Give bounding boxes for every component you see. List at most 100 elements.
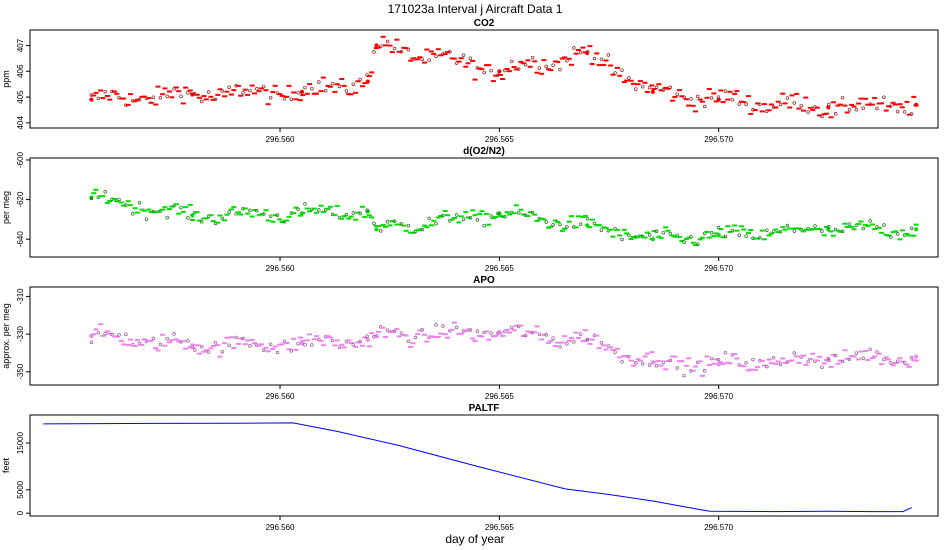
sample-point	[730, 228, 735, 233]
panel-paltf: PALTF feet 0 5000 15000 296.560 296.565 296.570	[1, 403, 939, 532]
x-axis-label: day of year	[445, 532, 504, 546]
sample-point	[909, 112, 914, 116]
sample-point	[792, 351, 797, 355]
sample-point	[882, 357, 886, 362]
sample-point	[578, 332, 583, 336]
sample-point	[165, 336, 169, 341]
sample-point	[861, 106, 865, 111]
sample-point	[489, 214, 493, 218]
sample-point	[723, 350, 728, 355]
sample-point	[372, 50, 376, 54]
sample-point	[241, 90, 245, 95]
sample-point	[103, 190, 107, 194]
sample-point	[406, 339, 411, 344]
sample-point	[765, 364, 769, 369]
sample-point	[530, 55, 535, 60]
sample-point	[392, 219, 397, 224]
sample-point	[213, 341, 218, 345]
sample-point	[413, 335, 418, 340]
sample-point	[303, 342, 307, 347]
plot-frame	[29, 286, 939, 386]
sample-point	[96, 96, 101, 101]
sample-point	[516, 67, 521, 71]
sample-point	[820, 365, 824, 369]
sample-point	[268, 95, 273, 100]
sample-point	[647, 85, 652, 90]
data-point	[89, 97, 94, 102]
sample-point	[523, 333, 528, 338]
sample-point	[399, 50, 404, 54]
data-point	[89, 195, 94, 200]
sample-point	[627, 233, 631, 238]
sample-point	[317, 208, 321, 212]
sample-point	[854, 351, 859, 355]
sample-point	[358, 211, 362, 216]
sample-point	[613, 350, 617, 354]
sample-point	[220, 349, 225, 354]
sample-point	[889, 235, 893, 239]
y-tick-label: 15000	[16, 431, 25, 454]
sample-point	[537, 332, 542, 337]
x-tick-label: 296.565	[485, 523, 514, 532]
sample-point	[248, 208, 252, 213]
sample-point	[268, 342, 273, 346]
y-tick-label: -640	[16, 231, 25, 248]
sample-point	[475, 329, 480, 334]
sample-point	[661, 360, 666, 365]
sample-point	[806, 110, 810, 114]
sample-point	[427, 216, 431, 221]
sample-point	[895, 359, 900, 363]
sample-point	[620, 68, 624, 72]
sample-point	[840, 95, 845, 100]
sample-point	[434, 221, 438, 226]
sample-point	[516, 210, 521, 215]
sample-point	[337, 345, 342, 349]
sample-point	[647, 363, 652, 367]
sample-point	[537, 66, 542, 70]
sample-point	[234, 335, 238, 340]
sample-point	[227, 85, 231, 90]
sample-point	[827, 102, 831, 107]
sample-point	[124, 203, 128, 207]
sample-point	[117, 197, 121, 202]
sample-point	[351, 82, 356, 86]
sample-point	[668, 85, 673, 90]
sample-point	[406, 223, 411, 228]
data-point	[826, 105, 831, 110]
sample-point	[406, 47, 411, 52]
sample-point	[261, 84, 266, 89]
sample-point	[551, 336, 555, 340]
sample-point	[199, 99, 204, 104]
sample-point	[227, 210, 231, 214]
sample-point	[289, 97, 294, 101]
sample-point	[820, 229, 824, 234]
sample-point	[675, 366, 679, 370]
sample-point	[847, 357, 852, 362]
sample-point	[165, 215, 169, 220]
sample-point	[661, 230, 666, 235]
sample-point	[282, 97, 287, 101]
sample-point	[599, 228, 604, 232]
sample-point	[510, 325, 514, 330]
sample-point	[186, 339, 190, 343]
sample-point	[186, 216, 190, 220]
sample-point	[696, 94, 700, 99]
sample-point	[558, 222, 562, 226]
sample-point	[420, 328, 424, 332]
sample-point	[758, 102, 762, 107]
y-axis-label: feet	[1, 457, 11, 473]
sample-point	[785, 96, 790, 100]
sample-point	[654, 229, 659, 234]
sample-point	[861, 226, 865, 231]
sample-point	[179, 94, 183, 98]
sample-point	[179, 205, 183, 210]
sample-point	[303, 85, 307, 90]
sample-point	[261, 212, 266, 216]
sample-point	[296, 207, 300, 212]
sample-point	[372, 221, 376, 226]
sample-point	[737, 233, 741, 237]
sample-point	[613, 71, 617, 75]
x-tick-label: 296.560	[266, 264, 295, 273]
panel-co2: CO2 ppm 404 405 406 407 296.560 296.565 296.570	[1, 18, 939, 144]
